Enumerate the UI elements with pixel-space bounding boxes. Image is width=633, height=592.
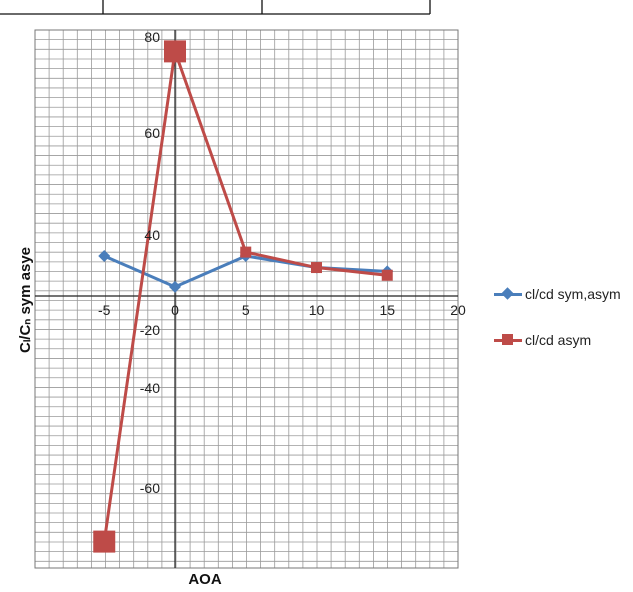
tick-labels: -5 0 5 10 15 20 80 60 40 -20 -40 -60: [98, 29, 466, 496]
data-point: [381, 269, 393, 281]
chart-legend: cl/cd sym,asym cl/cd asym: [494, 282, 633, 374]
x-tick-label: 15: [379, 302, 395, 318]
square-marker-icon: [494, 333, 522, 347]
x-tick-label: 0: [171, 302, 179, 318]
legend-label: cl/cd sym,asym: [525, 286, 621, 302]
series-2: [93, 40, 393, 553]
legend-item: cl/cd sym,asym: [494, 282, 633, 306]
x-tick-label: 10: [309, 302, 325, 318]
y-tick-label: -60: [140, 480, 160, 496]
y-tick-label: 80: [144, 29, 160, 45]
legend-label: cl/cd asym: [525, 332, 592, 348]
x-tick-label: 20: [450, 302, 466, 318]
grid-lines: [34, 29, 458, 568]
x-axis-title: AOA: [188, 571, 222, 588]
plot-area-border: [34, 29, 459, 569]
data-point: [240, 246, 252, 258]
data-point: [164, 40, 186, 63]
y-tick-label: 40: [144, 227, 160, 243]
y-tick-label: 60: [144, 125, 160, 141]
data-point: [98, 249, 111, 262]
x-tick-label: -5: [98, 302, 111, 318]
diamond-marker-icon: [494, 287, 522, 301]
chart-series: [93, 40, 394, 553]
y-axis-title: Cₗ/Cₙ sym asye: [17, 247, 34, 353]
x-tick-label: 5: [242, 302, 250, 318]
plot-frame: [0, 0, 459, 569]
data-point: [93, 530, 116, 553]
data-point: [169, 280, 181, 293]
y-tick-label: -40: [140, 380, 160, 396]
data-point: [311, 262, 322, 274]
y-tick-label: -20: [140, 322, 160, 338]
legend-item: cl/cd asym: [494, 328, 633, 352]
chart-axes: [35, 30, 458, 568]
